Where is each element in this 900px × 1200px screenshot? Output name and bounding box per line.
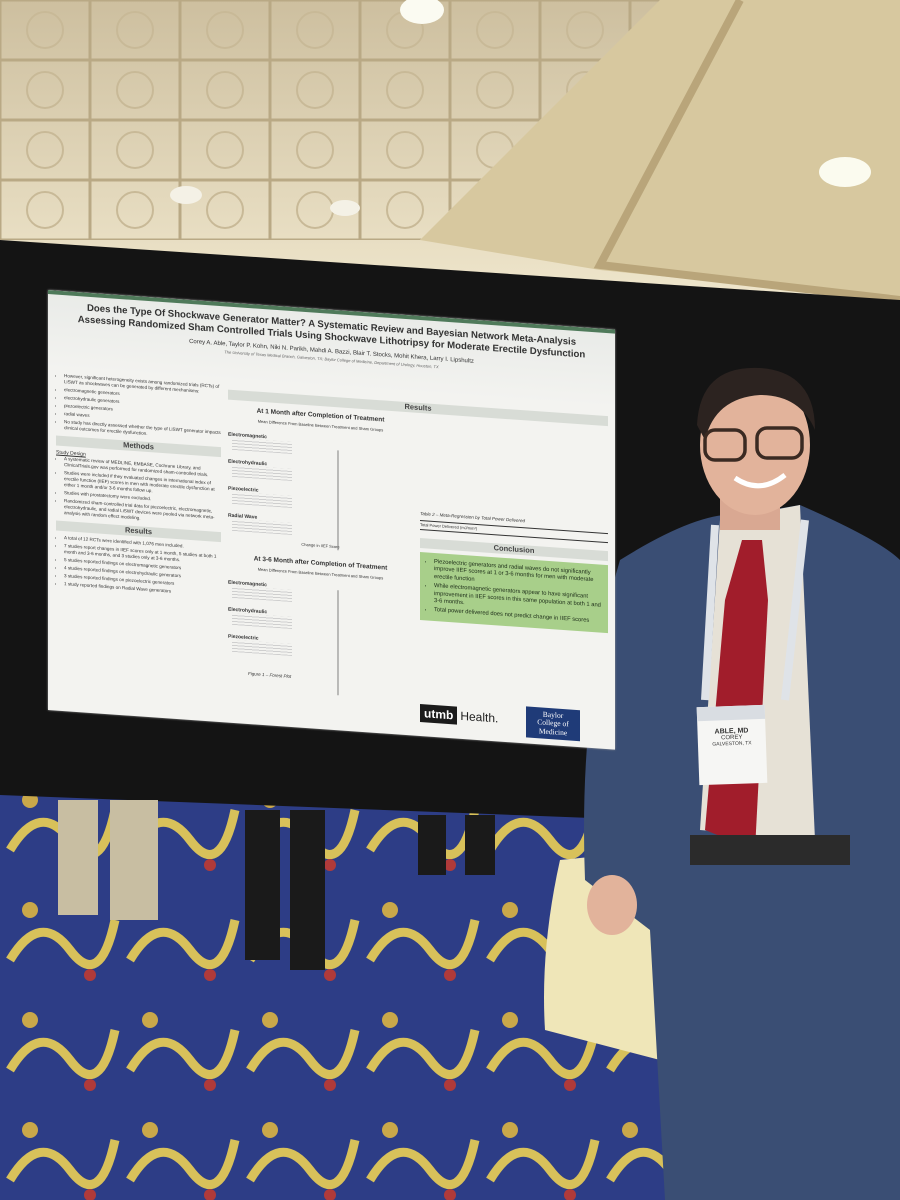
forest-lines xyxy=(337,450,339,696)
person-leg xyxy=(58,800,98,915)
name-badge: ABLE, MD COREY GALVESTON, TX xyxy=(696,704,768,786)
badge-band xyxy=(696,704,766,722)
utmb-logo: utmb Health. xyxy=(420,704,498,727)
results-list: A total of 12 RCTs were identified with … xyxy=(56,535,221,599)
intro-list: However, significant heterogeneity exist… xyxy=(56,373,221,443)
glasses xyxy=(703,428,747,462)
person-leg xyxy=(290,810,325,970)
methods-list: A systematic review of MEDLINE, EMBASE, … xyxy=(56,456,221,528)
person-leg xyxy=(110,800,158,920)
light xyxy=(400,0,444,24)
utmb-mark: utmb xyxy=(420,704,458,725)
conclusion-box: Piezoelectric generators and radial wave… xyxy=(420,552,608,634)
right-column: Table 2 – Meta-Regression by Total Power… xyxy=(420,511,608,634)
belt xyxy=(690,835,850,865)
molding xyxy=(593,0,900,304)
conclusion-list: Piezoelectric generators and radial wave… xyxy=(426,558,602,626)
light xyxy=(170,186,202,204)
hair xyxy=(697,367,815,440)
utmb-health: Health. xyxy=(460,708,499,726)
person-leg xyxy=(418,815,446,875)
hand xyxy=(587,875,637,935)
glasses xyxy=(755,426,804,460)
badge-city: GALVESTON, TX xyxy=(712,740,752,748)
poster: Does the Type Of Shockwave Generator Mat… xyxy=(48,290,615,750)
light xyxy=(819,157,871,187)
face xyxy=(700,375,810,515)
smile xyxy=(733,472,787,489)
lanyard xyxy=(701,519,809,701)
light xyxy=(330,200,360,216)
person-leg xyxy=(245,810,280,960)
ceiling-tiles xyxy=(0,0,660,240)
baylor-logo: Baylor College of Medicine xyxy=(526,705,580,742)
person-leg xyxy=(465,815,495,875)
left-column: However, significant heterogeneity exist… xyxy=(56,373,221,601)
